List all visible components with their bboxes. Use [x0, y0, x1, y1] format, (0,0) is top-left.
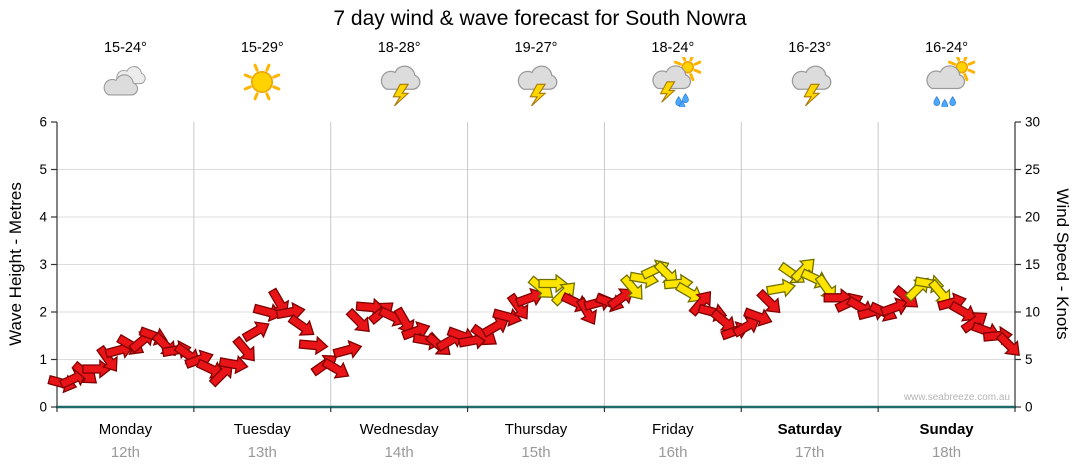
wind-arrow	[287, 314, 315, 336]
wind-arrow	[514, 287, 545, 308]
date-label: 17th	[795, 444, 825, 461]
temperature-range: 15-24°	[103, 40, 147, 56]
wave-height-tick-label: 0	[39, 400, 47, 415]
day-label: Wednesday	[359, 421, 439, 438]
day-label: Sunday	[919, 421, 974, 438]
wind-arrow	[674, 281, 704, 303]
wind-arrow	[208, 363, 234, 388]
weather-icon-storm	[782, 57, 838, 112]
wind-arrow	[743, 307, 773, 327]
page-title: 7 day wind & wave forecast for South Now…	[333, 7, 747, 30]
wind-arrow	[995, 331, 1020, 356]
wind-speed-tick-label: 10	[1025, 305, 1040, 320]
wind-arrow	[218, 355, 249, 375]
wind-arrow	[765, 278, 797, 298]
wind-arrow	[492, 307, 523, 327]
day-label: Tuesday	[233, 421, 291, 438]
weather-icon-sunny	[234, 57, 290, 112]
wind-arrow	[232, 335, 255, 362]
temperature-range: 18-24°	[651, 40, 695, 56]
wind-speed-tick-label: 25	[1025, 162, 1040, 177]
wind-arrow	[321, 357, 350, 379]
wind-arrow	[756, 288, 781, 314]
wind-arrow	[241, 321, 270, 343]
temperature-range: 15-29°	[240, 40, 284, 56]
watermark: www.seabreeze.com.au	[903, 392, 1010, 403]
wind-arrow	[879, 297, 910, 317]
date-label: 12th	[110, 444, 141, 461]
weather-icon-cloudy	[97, 57, 153, 112]
wind-arrow	[948, 300, 977, 322]
weather-icon-sun-storm-rain	[645, 53, 702, 112]
wave-height-tick-label: 3	[39, 257, 47, 272]
date-label: 16th	[658, 444, 688, 461]
wind-arrow	[96, 344, 118, 372]
date-label: 14th	[384, 444, 414, 461]
wave-height-tick-label: 5	[39, 162, 47, 177]
wave-height-tick-label: 2	[39, 305, 47, 320]
day-label: Thursday	[504, 421, 568, 438]
temperature-range: 16-23°	[788, 40, 832, 56]
wind-arrow	[345, 307, 370, 333]
date-label: 18th	[931, 444, 962, 461]
temperature-range: 19-27°	[514, 40, 558, 56]
wind-speed-tick-label: 0	[1025, 400, 1033, 415]
wind-speed-tick-label: 5	[1025, 352, 1033, 367]
wind-arrow	[506, 292, 529, 320]
temperature-range: 18-28°	[377, 40, 421, 56]
date-label: 13th	[247, 444, 277, 461]
day-label: Monday	[98, 421, 153, 438]
wind-arrow	[550, 282, 576, 307]
wind-speed-tick-label: 20	[1025, 210, 1040, 225]
wave-height-tick-label: 4	[39, 210, 47, 225]
wind-arrow	[481, 316, 510, 338]
wave-height-tick-label: 1	[39, 352, 47, 367]
wind-speed-tick-label: 15	[1025, 257, 1040, 272]
wind-arrow	[275, 301, 306, 322]
weather-icon-storm	[371, 57, 427, 112]
wind-arrow	[790, 258, 815, 283]
wind-arrow	[298, 335, 329, 356]
day-label: Friday	[652, 421, 694, 438]
day-label: Saturday	[777, 421, 842, 438]
wind-arrow	[82, 359, 112, 379]
wind-arrow	[538, 273, 569, 294]
wind-speed-tick-label: 30	[1025, 115, 1040, 130]
wave-height-tick-label: 6	[39, 115, 47, 130]
wind-arrow	[619, 274, 643, 300]
wind-arrow	[731, 316, 761, 338]
weather-icon-sun-rain	[919, 53, 976, 112]
wind-arrow	[575, 296, 597, 326]
wind-arrow	[332, 339, 363, 359]
temperature-range: 16-24°	[925, 40, 968, 56]
date-label: 15th	[521, 444, 551, 461]
weather-icon-storm	[508, 57, 564, 112]
